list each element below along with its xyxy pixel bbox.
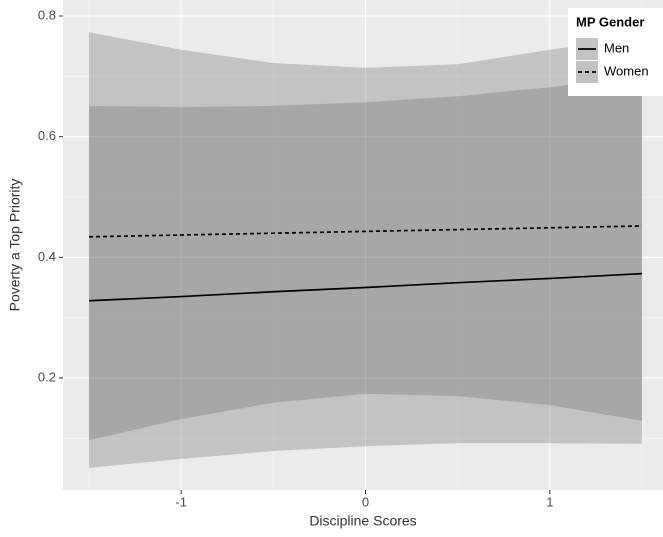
- plot-area: [88, 32, 643, 468]
- y-tick-label: 0.6: [38, 128, 56, 143]
- y-tick-label: 0.8: [38, 7, 56, 22]
- legend: MP Gender Men Women: [568, 8, 663, 96]
- y-tick-label: 0.2: [38, 369, 56, 384]
- y-axis-title: Poverty a Top Priority: [7, 179, 23, 312]
- panel: [63, 0, 663, 490]
- y-tick-label: 0.4: [38, 249, 56, 264]
- legend-label: Men: [604, 40, 629, 55]
- confidence-ribbon: [88, 32, 642, 441]
- confidence-ribbon: [88, 75, 642, 468]
- legend-label: Women: [604, 63, 649, 78]
- x-tick-label: -1: [175, 494, 187, 509]
- legend-title: MP Gender: [576, 14, 644, 29]
- line: [88, 272, 643, 302]
- line: [88, 225, 643, 238]
- grid: [63, 0, 663, 490]
- x-tick-label: 1: [546, 494, 553, 509]
- x-axis-title: Discipline Scores: [309, 513, 416, 529]
- x-tick-label: 0: [362, 494, 369, 509]
